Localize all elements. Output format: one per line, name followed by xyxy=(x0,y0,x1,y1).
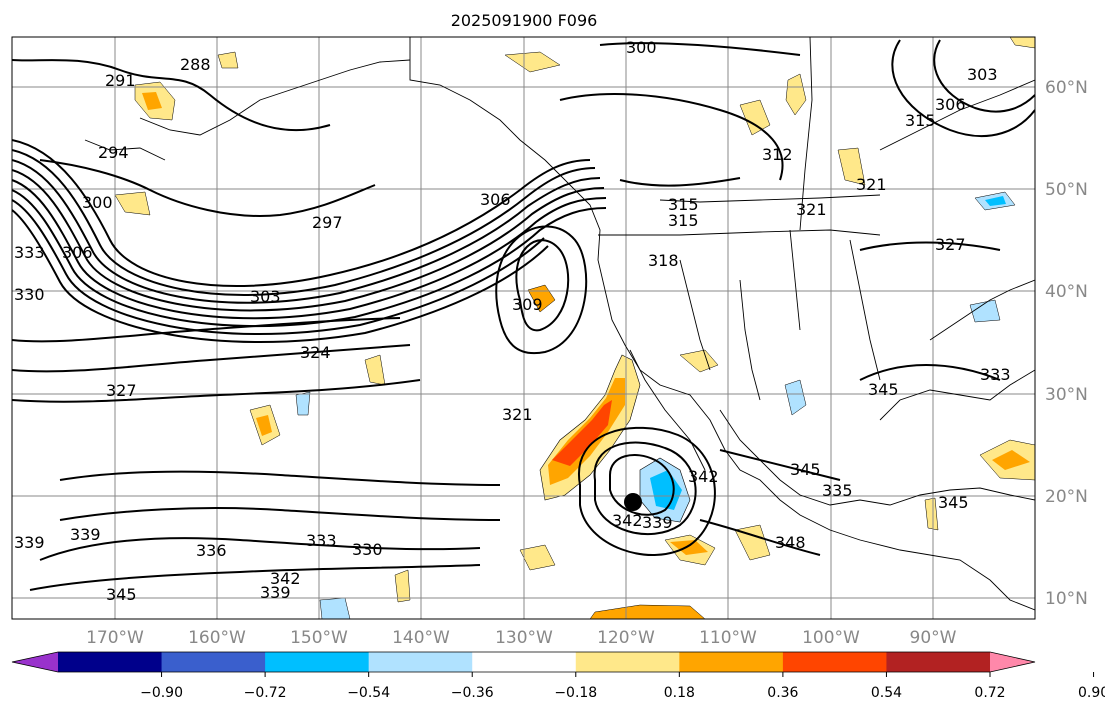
colorbar-tick-label: −0.36 xyxy=(451,685,494,701)
contour-lines xyxy=(12,39,1035,591)
contour-labels: 291 288 294 300 306 333 330 297 306 303 … xyxy=(14,38,1011,604)
contour-label: 318 xyxy=(648,251,679,270)
lon-label: 110°W xyxy=(699,628,757,648)
lat-label: 40°N xyxy=(1045,282,1088,302)
contour-label: 333 xyxy=(306,531,337,550)
graticule xyxy=(12,37,1035,619)
contour-label: 342 xyxy=(270,569,301,588)
contour-label: 288 xyxy=(180,55,211,74)
map-area: 291 288 294 300 306 333 330 297 306 303 … xyxy=(12,37,1035,619)
colorbar-tick-label: 0.90 xyxy=(1078,685,1105,701)
lon-label: 160°W xyxy=(188,628,246,648)
contour-label: 345 xyxy=(790,460,821,479)
colorbar-extend-low xyxy=(12,652,58,672)
contour-label: 315 xyxy=(668,211,699,230)
storm-center-marker xyxy=(624,493,642,511)
contour-label: 300 xyxy=(82,193,113,212)
contour-label: 312 xyxy=(762,145,793,164)
contour-label: 321 xyxy=(796,200,827,219)
lon-label: 150°W xyxy=(290,628,348,648)
colorbar-outline xyxy=(11,651,1036,673)
map-frame xyxy=(11,36,1036,620)
contour-label: 321 xyxy=(856,175,887,194)
contour-label: 339 xyxy=(14,533,45,552)
colorbar-segment xyxy=(886,652,991,672)
contour-label: 300 xyxy=(626,38,657,57)
contour-label: 324 xyxy=(300,343,331,362)
colorbar-segment xyxy=(161,652,266,672)
lat-label: 20°N xyxy=(1045,487,1088,507)
colorbar-tick-label: −0.54 xyxy=(347,685,390,701)
colorbar-segment xyxy=(58,652,163,672)
contour-label: 327 xyxy=(935,235,966,254)
shaded-field xyxy=(114,37,1035,619)
lat-label: 10°N xyxy=(1045,589,1088,609)
colorbar-tick-label: 0.54 xyxy=(871,685,902,701)
contour-label: 339 xyxy=(70,525,101,544)
contour-label: 345 xyxy=(868,380,899,399)
contour-label: 333 xyxy=(14,243,45,262)
contour-label: 335 xyxy=(822,481,853,500)
colorbar-segment xyxy=(472,652,577,672)
contour-label: 342 xyxy=(688,467,719,486)
contour-label: 330 xyxy=(14,285,45,304)
contour-label: 336 xyxy=(196,541,227,560)
lon-label: 90°W xyxy=(910,628,957,648)
contour-label: 291 xyxy=(105,71,136,90)
map-title: 2025091900 F096 xyxy=(451,11,598,30)
colorbar-tick-label: −0.90 xyxy=(140,685,183,701)
contour-label: 330 xyxy=(352,540,383,559)
colorbar-tick-label: 0.36 xyxy=(767,685,798,701)
contour-label: 303 xyxy=(250,287,281,306)
colorbar-extend-high xyxy=(990,652,1035,672)
lon-label: 170°W xyxy=(86,628,144,648)
colorbar-segment xyxy=(679,652,784,672)
contour-label: 327 xyxy=(106,381,137,400)
lat-label: 60°N xyxy=(1045,78,1088,98)
colorbar-segment xyxy=(782,652,887,672)
lon-label: 130°W xyxy=(495,628,553,648)
contour-label: 339 xyxy=(642,513,673,532)
colorbar-tick-label: 0.18 xyxy=(664,685,695,701)
colorbar: −0.90 −0.72 −0.54 −0.36 −0.18 0.18 0.36 0.54 0.7… xyxy=(11,651,1105,701)
colorbar-tick-label: 0.72 xyxy=(974,685,1005,701)
lat-label: 30°N xyxy=(1045,385,1088,405)
contour-label: 348 xyxy=(775,533,806,552)
colorbar-tick-label: −0.72 xyxy=(244,685,287,701)
longitude-labels: 170°W 160°W 150°W 140°W 130°W 120°W 110°… xyxy=(86,628,957,648)
contour-label: 339 xyxy=(260,583,291,602)
lon-label: 120°W xyxy=(597,628,655,648)
contour-label: 303 xyxy=(967,65,998,84)
latitude-labels: 60°N 50°N 40°N 30°N 20°N 10°N xyxy=(1045,78,1088,609)
contour-label: 297 xyxy=(312,213,343,232)
colorbar-segment xyxy=(575,652,680,672)
contour-label: 315 xyxy=(668,195,699,214)
contour-label: 345 xyxy=(106,585,137,604)
contour-label: 315 xyxy=(905,111,936,130)
contour-label: 306 xyxy=(62,243,93,262)
colorbar-segment xyxy=(368,652,473,672)
contour-label: 294 xyxy=(98,143,129,162)
colorbar-tick-label: −0.18 xyxy=(554,685,597,701)
contour-label: 342 xyxy=(612,511,643,530)
contour-label: 345 xyxy=(938,493,969,512)
lon-label: 100°W xyxy=(802,628,860,648)
contour-label: 321 xyxy=(502,405,533,424)
coastlines xyxy=(84,37,1035,611)
contour-label: 306 xyxy=(935,95,966,114)
lon-label: 140°W xyxy=(392,628,450,648)
lat-label: 50°N xyxy=(1045,180,1088,200)
contour-label: 333 xyxy=(980,365,1011,384)
contour-label: 309 xyxy=(512,295,543,314)
colorbar-segment xyxy=(265,652,370,672)
contour-label: 306 xyxy=(480,190,511,209)
